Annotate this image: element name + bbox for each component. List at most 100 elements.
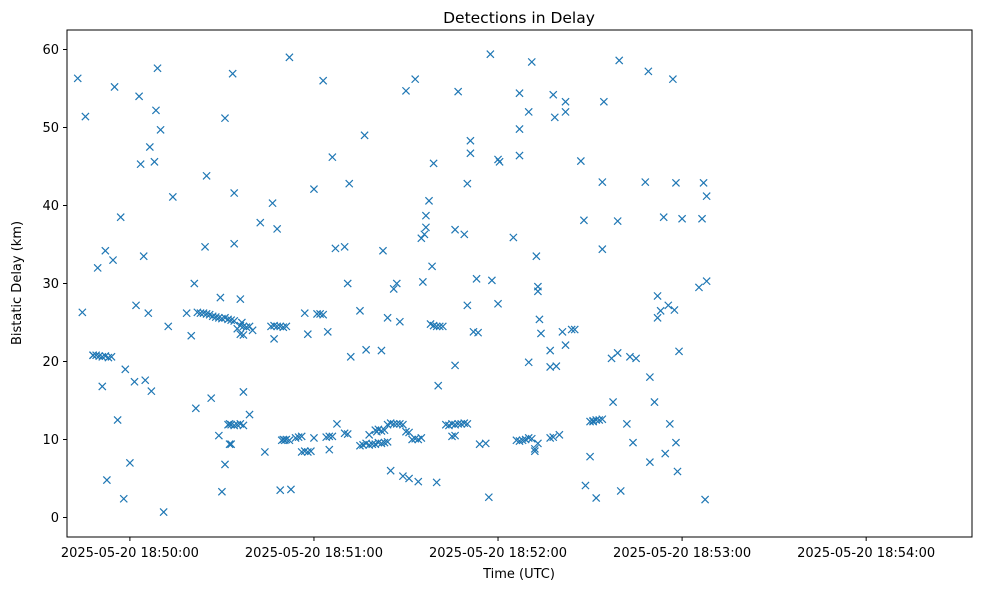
data-point-marker xyxy=(665,419,674,428)
data-point-marker xyxy=(678,214,687,223)
data-point-marker xyxy=(625,352,634,361)
data-point-marker xyxy=(579,216,588,225)
data-point-marker xyxy=(515,125,524,134)
data-point-marker xyxy=(466,149,475,158)
data-point-marker xyxy=(702,192,711,201)
data-point-marker xyxy=(323,327,332,336)
data-point-marker xyxy=(236,295,245,304)
y-axis: 0 10 20 30 40 50 60 xyxy=(42,43,67,526)
plot-area xyxy=(66,29,973,538)
data-point-marker xyxy=(535,315,544,324)
data-point-marker xyxy=(150,157,159,166)
data-point-marker xyxy=(325,432,334,441)
data-point-marker xyxy=(533,287,542,296)
y-tick-label: 60 xyxy=(42,43,59,58)
data-point-marker xyxy=(530,447,539,456)
data-point-marker xyxy=(190,279,199,288)
data-point-marker xyxy=(81,112,90,121)
data-point-marker xyxy=(328,432,337,441)
data-point-marker xyxy=(615,56,624,65)
data-point-marker xyxy=(225,440,234,449)
data-point-marker xyxy=(217,487,226,496)
data-point-marker xyxy=(214,313,223,322)
data-point-marker xyxy=(316,309,325,318)
data-point-marker xyxy=(187,331,196,340)
data-point-marker xyxy=(561,107,570,116)
data-point-marker xyxy=(595,415,604,425)
data-point-marker xyxy=(628,438,638,447)
data-point-marker xyxy=(360,131,369,140)
data-point-marker xyxy=(216,293,225,302)
data-point-marker xyxy=(701,495,710,504)
data-point-marker xyxy=(343,430,352,439)
data-point-marker xyxy=(432,322,441,331)
data-point-marker xyxy=(451,361,460,370)
data-point-marker xyxy=(319,76,328,85)
data-point-marker xyxy=(645,373,654,382)
data-point-marker xyxy=(512,436,521,445)
y-tick-label: 40 xyxy=(42,199,59,214)
data-point-marker xyxy=(451,431,460,440)
data-point-marker xyxy=(159,508,168,517)
data-point-marker xyxy=(424,196,434,205)
data-point-marker xyxy=(276,322,285,331)
data-point-marker xyxy=(447,419,457,428)
data-point-marker xyxy=(233,324,242,333)
data-point-marker xyxy=(309,433,318,442)
data-point-marker xyxy=(282,435,291,444)
data-point-marker xyxy=(435,322,444,331)
data-point-marker xyxy=(421,211,430,220)
data-point-marker xyxy=(570,325,579,334)
data-point-marker xyxy=(211,313,220,322)
data-point-marker xyxy=(230,316,239,325)
data-point-marker xyxy=(125,458,134,467)
data-point-marker xyxy=(664,301,673,310)
data-point-marker xyxy=(230,421,239,430)
data-point-marker xyxy=(220,114,230,123)
x-tick-label: 2025-05-20 18:50:00 xyxy=(61,546,199,561)
data-point-marker xyxy=(239,387,248,396)
data-point-marker xyxy=(613,348,622,357)
data-point-marker xyxy=(555,430,564,439)
data-point-marker xyxy=(599,97,608,106)
data-point-marker xyxy=(273,224,282,233)
data-point-marker xyxy=(699,178,708,187)
data-point-marker xyxy=(331,244,340,253)
data-point-marker xyxy=(309,185,318,194)
data-point-marker xyxy=(227,440,236,449)
data-point-marker xyxy=(291,433,300,442)
data-point-marker xyxy=(199,309,208,318)
data-point-marker xyxy=(345,179,354,188)
data-point-marker xyxy=(95,352,104,361)
data-point-marker xyxy=(332,419,341,428)
data-point-marker xyxy=(228,69,237,78)
data-point-marker xyxy=(101,246,110,255)
data-point-marker xyxy=(463,179,472,188)
data-point-marker xyxy=(395,317,404,326)
data-point-marker xyxy=(380,438,389,447)
data-point-marker xyxy=(377,346,386,355)
data-point-marker xyxy=(266,322,276,331)
data-point-marker xyxy=(202,171,211,180)
data-point-marker xyxy=(463,419,472,428)
data-point-marker xyxy=(515,89,524,98)
chart-title: Detections in Delay xyxy=(443,9,595,27)
data-point-marker xyxy=(227,420,236,429)
data-point-marker xyxy=(558,327,567,336)
data-point-marker xyxy=(474,328,483,337)
data-point-marker xyxy=(460,419,469,428)
data-point-marker xyxy=(550,113,559,122)
data-point-marker xyxy=(527,434,536,443)
data-point-marker xyxy=(472,274,481,283)
data-point-marker xyxy=(395,419,404,428)
data-point-marker xyxy=(168,192,177,201)
data-point-marker xyxy=(276,486,285,495)
data-point-marker xyxy=(343,279,352,288)
data-point-marker xyxy=(377,426,386,435)
data-point-marker xyxy=(421,223,430,232)
data-point-marker xyxy=(609,398,618,407)
data-point-marker xyxy=(598,245,607,254)
x-tick-label: 2025-05-20 18:53:00 xyxy=(613,546,751,561)
data-point-marker xyxy=(653,313,662,322)
